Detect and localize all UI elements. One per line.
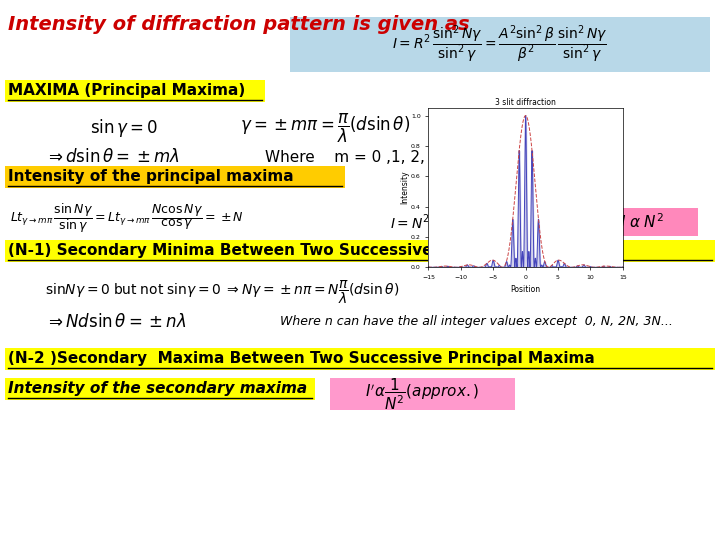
Bar [5, 80, 265, 102]
Bar [5, 166, 345, 188]
Text: Intensity of the secondary maxima: Intensity of the secondary maxima [8, 381, 307, 396]
Text: $\Rightarrow I\;\alpha\; N^2$: $\Rightarrow I\;\alpha\; N^2$ [602, 213, 664, 231]
Text: MAXIMA (Principal Maxima): MAXIMA (Principal Maxima) [8, 84, 246, 98]
Text: Intensity of diffraction pattern is given as: Intensity of diffraction pattern is give… [8, 15, 469, 34]
Bar [5, 378, 315, 400]
Bar [5, 240, 715, 262]
Text: Where    m = 0 ,1, 2, 3, …: Where m = 0 ,1, 2, 3, … [265, 150, 464, 165]
Text: $\Rightarrow d\sin\theta = \pm m\lambda$: $\Rightarrow d\sin\theta = \pm m\lambda$ [45, 148, 180, 166]
Text: $I = R^2\,\dfrac{\sin^2 N\gamma}{\sin^2 \gamma} = \dfrac{A^2 \sin^2 \beta}{\beta: $I = R^2\,\dfrac{\sin^2 N\gamma}{\sin^2 … [392, 24, 608, 65]
Text: $I'\alpha\dfrac{1}{N^2}(approx.)$: $I'\alpha\dfrac{1}{N^2}(approx.)$ [365, 376, 480, 411]
Text: $Lt_{\gamma \to m\pi}\,\dfrac{\sin N\gamma}{\sin \gamma} = Lt_{\gamma \to m\pi}\: $Lt_{\gamma \to m\pi}\,\dfrac{\sin N\gam… [10, 201, 244, 235]
Text: (N-2 )Secondary  Maxima Between Two Successive Principal Maxima: (N-2 )Secondary Maxima Between Two Succe… [8, 352, 595, 367]
Text: $\mathrm{sin}N\gamma = 0\;\mathrm{but\;not}\;\mathrm{sin}\gamma = 0 \;\Rightarro: $\mathrm{sin}N\gamma = 0\;\mathrm{but\;n… [45, 278, 400, 306]
X-axis label: Position: Position [510, 286, 541, 294]
Bar [290, 17, 710, 72]
Bar [5, 348, 715, 370]
Y-axis label: Intensity: Intensity [400, 171, 410, 205]
Text: $\gamma = \pm m\pi = \dfrac{\pi}{\lambda}(d\sin\theta)$: $\gamma = \pm m\pi = \dfrac{\pi}{\lambda… [240, 111, 410, 145]
Text: $\Rightarrow Nd\sin\theta = \pm n\lambda$: $\Rightarrow Nd\sin\theta = \pm n\lambda… [45, 313, 186, 331]
Text: Where n can have the all integer values except  0, N, 2N, 3N...: Where n can have the all integer values … [280, 315, 673, 328]
Bar [568, 208, 698, 236]
Text: $\sin \gamma = 0$: $\sin \gamma = 0$ [90, 117, 158, 139]
Text: (N-1) Secondary Minima Between Two Successive Principal Maxima: (N-1) Secondary Minima Between Two Succe… [8, 244, 585, 259]
Title: 3 slit diffraction: 3 slit diffraction [495, 98, 556, 107]
Bar [330, 378, 515, 410]
Text: $I = N^2\dfrac{A^2\sin^2 \beta}{\beta^2}$: $I = N^2\dfrac{A^2\sin^2 \beta}{\beta^2}… [390, 203, 486, 245]
Text: Intensity of the principal maxima: Intensity of the principal maxima [8, 170, 294, 185]
